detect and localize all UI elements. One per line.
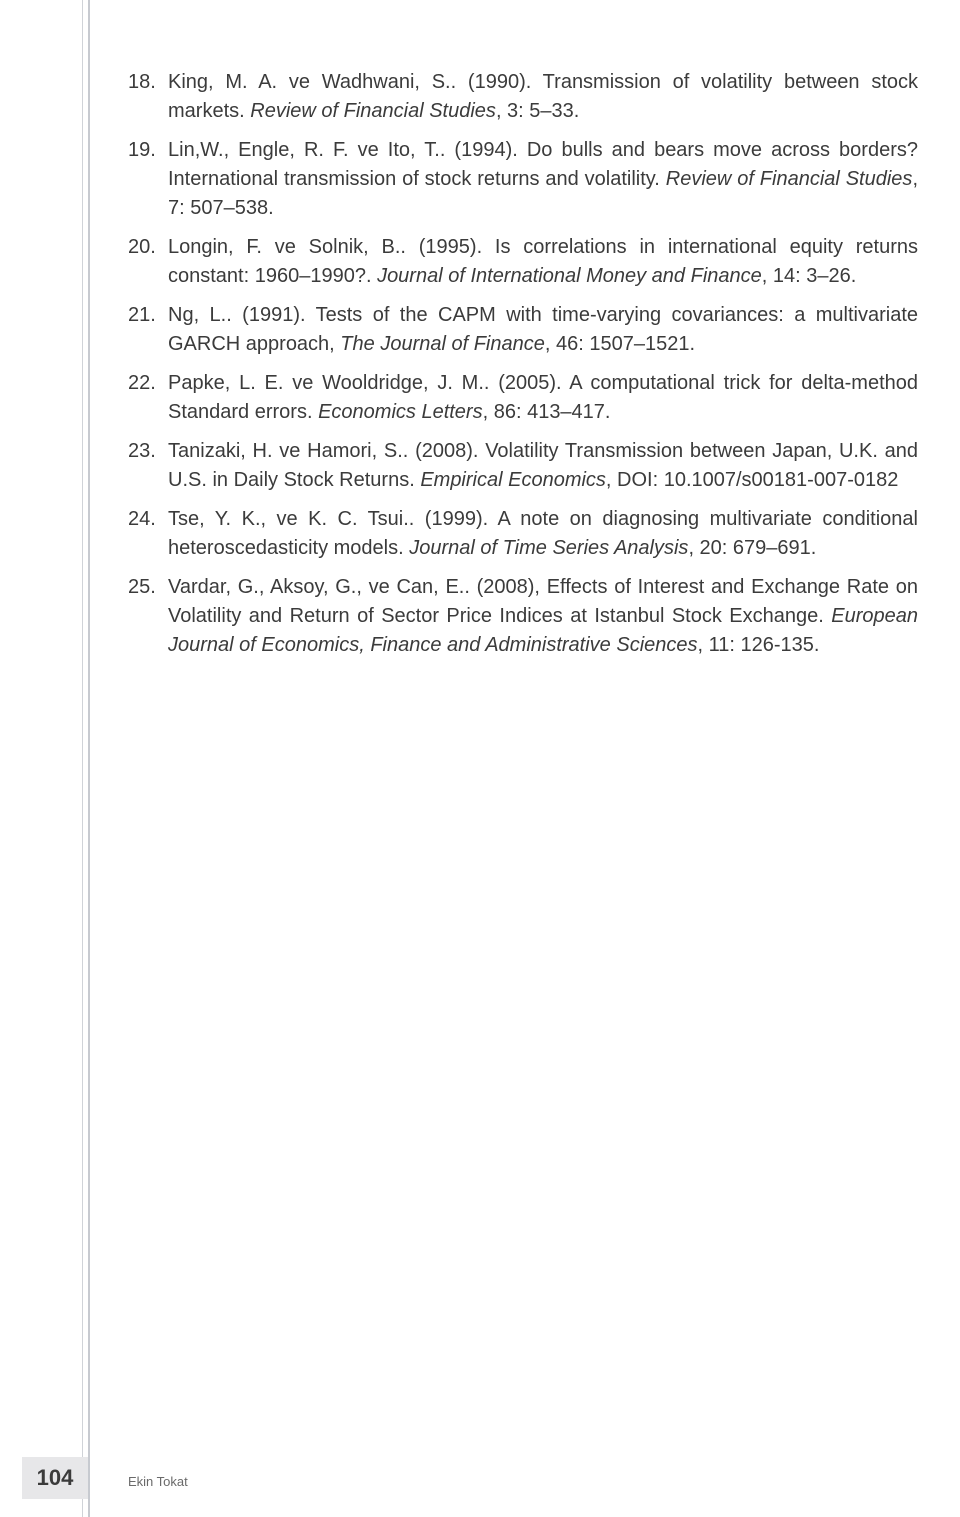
page-number: 104 <box>22 1457 88 1499</box>
reference-item: 22.Papke, L. E. ve Wooldridge, J. M.. (2… <box>128 369 918 427</box>
reference-list: 18.King, M. A. ve Wadhwani, S.. (1990). … <box>128 68 918 660</box>
reference-item: 19.Lin,W., Engle, R. F. ve Ito, T.. (199… <box>128 136 918 223</box>
reference-text: Longin, F. ve Solnik, B.. (1995). Is cor… <box>168 233 918 291</box>
vertical-rule-thick <box>88 0 90 1517</box>
reference-text: Papke, L. E. ve Wooldridge, J. M.. (2005… <box>168 369 918 427</box>
reference-text: Tse, Y. K., ve K. C. Tsui.. (1999). A no… <box>168 505 918 563</box>
reference-text: Tanizaki, H. ve Hamori, S.. (2008). Vola… <box>168 437 918 495</box>
reference-item: 23.Tanizaki, H. ve Hamori, S.. (2008). V… <box>128 437 918 495</box>
reference-text: King, M. A. ve Wadhwani, S.. (1990). Tra… <box>168 68 918 126</box>
reference-text: Lin,W., Engle, R. F. ve Ito, T.. (1994).… <box>168 136 918 223</box>
reference-number: 25. <box>128 573 168 660</box>
reference-number: 19. <box>128 136 168 223</box>
reference-number: 24. <box>128 505 168 563</box>
page: 18.King, M. A. ve Wadhwani, S.. (1990). … <box>0 0 960 1517</box>
footer-author: Ekin Tokat <box>128 1474 188 1489</box>
reference-text: Ng, L.. (1991). Tests of the CAPM with t… <box>168 301 918 359</box>
reference-item: 21.Ng, L.. (1991). Tests of the CAPM wit… <box>128 301 918 359</box>
reference-number: 21. <box>128 301 168 359</box>
reference-text: Vardar, G., Aksoy, G., ve Can, E.. (2008… <box>168 573 918 660</box>
reference-number: 23. <box>128 437 168 495</box>
reference-item: 25.Vardar, G., Aksoy, G., ve Can, E.. (2… <box>128 573 918 660</box>
reference-number: 18. <box>128 68 168 126</box>
reference-item: 24.Tse, Y. K., ve K. C. Tsui.. (1999). A… <box>128 505 918 563</box>
page-footer: 104 Ekin Tokat <box>0 1457 960 1517</box>
reference-item: 20.Longin, F. ve Solnik, B.. (1995). Is … <box>128 233 918 291</box>
references-section: 18.King, M. A. ve Wadhwani, S.. (1990). … <box>128 68 918 670</box>
vertical-rule-thin <box>82 0 83 1517</box>
reference-item: 18.King, M. A. ve Wadhwani, S.. (1990). … <box>128 68 918 126</box>
reference-number: 20. <box>128 233 168 291</box>
reference-number: 22. <box>128 369 168 427</box>
